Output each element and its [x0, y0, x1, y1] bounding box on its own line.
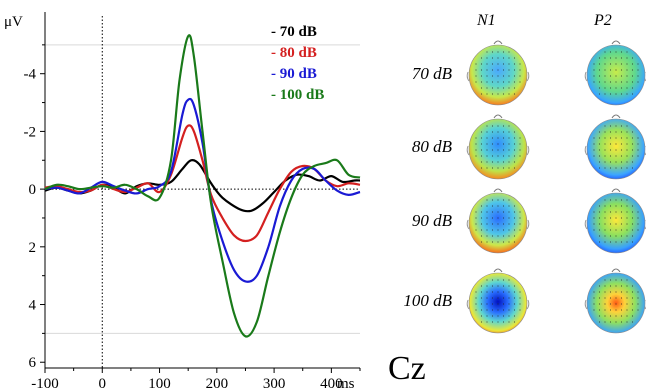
topomap-n1-row-3 — [466, 188, 530, 254]
topomap-p2-row-2 — [584, 114, 646, 180]
x-tick-label: 300 — [263, 376, 286, 391]
chart-legend: - 70 dB - 80 dB - 90 dB - 100 dB — [271, 24, 324, 103]
topomap-p2-row-4 — [584, 268, 646, 334]
series-line-90db — [44, 97, 361, 283]
legend-entry: - 100 dB — [271, 87, 324, 103]
reference-lines — [45, 16, 360, 368]
legend-entry: - 70 dB — [271, 24, 317, 40]
row-label-90db: 90 dB — [411, 211, 452, 230]
topomap-n1-row-2 — [466, 114, 530, 180]
y-axis-label: μV — [4, 14, 23, 30]
y-tick-label: -4 — [24, 67, 37, 83]
x-axis-label: ms — [337, 376, 355, 391]
series-line-100db — [44, 34, 361, 338]
topomap-p2-row-3 — [584, 188, 646, 254]
chart-axes: -4 -2 0 2 4 6 -100 0 100 200 300 400 — [24, 12, 361, 391]
x-tick-label: 0 — [99, 376, 107, 391]
column-header-p2: P2 — [594, 12, 612, 29]
y-tick-label: 2 — [29, 240, 37, 256]
legend-entry: - 80 dB — [271, 45, 317, 61]
series-layer — [44, 34, 361, 338]
x-tick-label: -100 — [31, 376, 59, 391]
y-tick-label: 6 — [29, 355, 37, 371]
x-tick-label: 200 — [206, 376, 229, 391]
topomap-p2-row-1 — [584, 40, 646, 106]
row-label-100db: 100 dB — [403, 291, 452, 310]
x-tick-label: 100 — [148, 376, 171, 391]
x-tick-label: 400 — [320, 376, 343, 391]
row-label-80db: 80 dB — [411, 137, 452, 156]
y-tick-label: -2 — [24, 124, 37, 140]
electrode-label: Cz — [388, 350, 426, 387]
legend-entry: - 90 dB — [271, 66, 317, 82]
column-header-n1: N1 — [477, 12, 496, 29]
topography-panel: N1 P2 70 dB 80 dB 90 dB 100 dB Cz — [370, 0, 646, 391]
row-label-70db: 70 dB — [411, 64, 452, 83]
topomap-n1-row-4 — [466, 268, 530, 334]
topomap-n1-row-1 — [466, 40, 530, 106]
y-tick-label: 0 — [29, 182, 37, 198]
y-tick-label: 4 — [29, 298, 37, 314]
series-line-80db — [44, 124, 361, 243]
